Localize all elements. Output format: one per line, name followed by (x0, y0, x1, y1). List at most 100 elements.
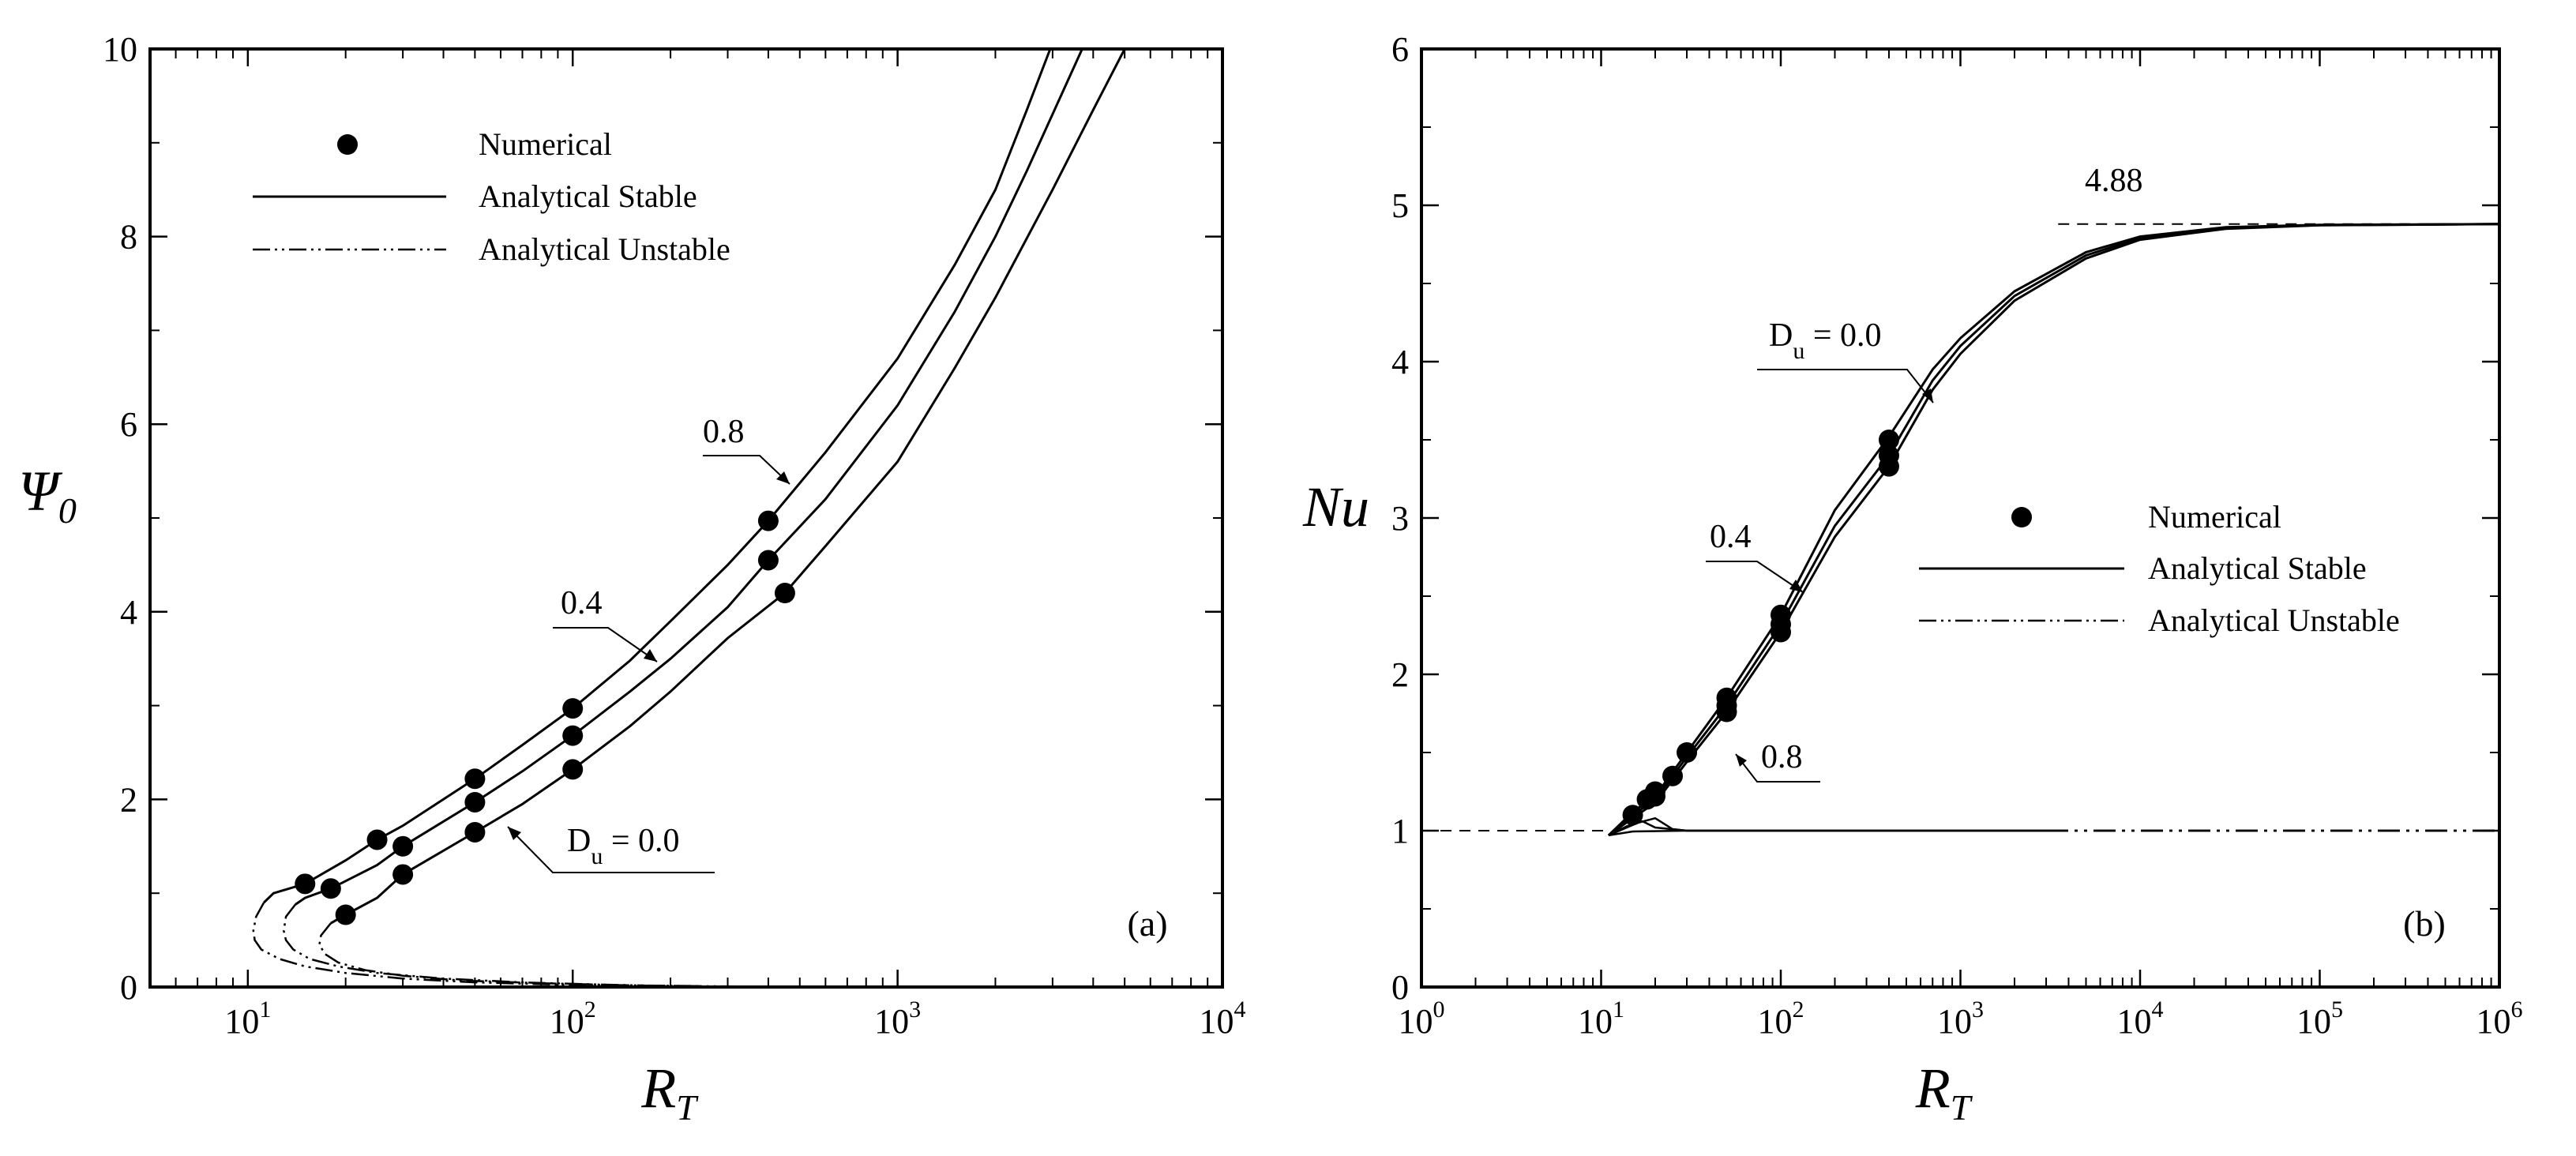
legend-label-numerical: Numerical (2148, 499, 2281, 535)
arrow-du-08 (776, 471, 790, 484)
leader-du-04 (1706, 561, 1804, 593)
plot-area (1421, 223, 2499, 837)
plot-area (252, 49, 1126, 987)
numerical-point (1771, 621, 1791, 643)
x-axis-label: RT (640, 1057, 699, 1128)
numerical-point (392, 835, 414, 857)
arrow-du-04 (1789, 580, 1803, 592)
numerical-point (335, 904, 356, 925)
x-tick-base: 10 (1200, 1002, 1234, 1041)
numerical-point (1878, 456, 1899, 477)
y-tick-label: 5 (1391, 186, 1409, 225)
numerical-point (464, 821, 486, 843)
x-tick-exp: 4 (2152, 996, 2164, 1023)
stable-tail-line (1608, 816, 2046, 837)
legend-marker-numerical (337, 134, 358, 155)
numerical-point (295, 873, 316, 895)
y-tick-label: 6 (120, 405, 137, 444)
x-tick-exp: 4 (1234, 996, 1246, 1023)
arrow-du-00 (1922, 388, 1933, 403)
x-tick-exp: 3 (909, 996, 921, 1023)
y-axis-label: Ψ0 (18, 460, 77, 531)
numerical-point (392, 864, 414, 885)
y-tick-label: 2 (1391, 655, 1409, 694)
numerical-point (1644, 781, 1665, 802)
x-tick-base: 10 (224, 1002, 259, 1041)
panel-a-chart: 101 102 103 1040246810RTΨ0(a)NumericalAnaly… (18, 30, 1245, 1128)
legend-label-stable: Analytical Stable (2148, 550, 2367, 586)
x-tick-exp: 2 (584, 996, 596, 1023)
x-axis-label-main: R (640, 1057, 676, 1120)
annotation-du-00-main: D (1769, 317, 1793, 354)
annotation-du-08: 0.8 (703, 414, 745, 450)
plot-frame (148, 47, 1224, 989)
unstable-line-Du=0.4 (283, 903, 702, 987)
stable-line-Du=0.0 (330, 49, 1126, 925)
numerical-point (562, 725, 584, 746)
y-axis-label-sub: 0 (58, 490, 77, 531)
x-tick-base: 10 (2117, 1002, 2152, 1041)
arrow-du-04 (644, 649, 657, 662)
unstable-line-Du=0.8 (252, 902, 656, 987)
numerical-point (1662, 765, 1684, 786)
x-tick-label: 102 (550, 996, 596, 1041)
x-tick-exp: 1 (1613, 996, 1624, 1023)
numerical-point (757, 510, 779, 531)
x-axis-label: RT (1915, 1057, 1973, 1128)
y-tick-label: 2 (120, 780, 137, 819)
x-tick-exp: 6 (2511, 996, 2523, 1023)
numerical-point (464, 791, 486, 813)
x-tick-base: 10 (1758, 1002, 1793, 1041)
x-tick-base: 10 (2296, 1002, 2331, 1041)
x-tick-base: 10 (550, 1002, 584, 1041)
panel-label: (a) (1127, 903, 1167, 944)
y-tick-label: 3 (1391, 499, 1409, 538)
x-axis-label-sub: T (1951, 1087, 1973, 1128)
x-tick-exp: 2 (1793, 996, 1804, 1023)
x-tick-base: 10 (874, 1002, 909, 1041)
x-tick-base: 10 (2476, 1002, 2511, 1041)
x-tick-base: 10 (1399, 1002, 1433, 1041)
annotation-du-04: 0.4 (1710, 519, 1752, 555)
legend-label-stable: Analytical Stable (479, 178, 697, 214)
legend-b: Numerical Analytical Stable Analytical Uns… (1919, 499, 2400, 638)
unstable-line-Du=0.0 (318, 922, 750, 987)
x-tick-label: 104 (1200, 996, 1246, 1041)
x-tick-label: 105 (2296, 996, 2343, 1041)
annotation-du-00-rest: = 0.0 (603, 823, 679, 859)
y-axis-label-main: Ψ (18, 460, 63, 523)
x-tick-exp: 1 (259, 996, 271, 1023)
legend-label-numerical: Numerical (479, 126, 612, 162)
y-tick-label: 0 (1391, 968, 1409, 1007)
annotation-du-00-sub: u (591, 843, 603, 869)
x-tick-base: 10 (1578, 1002, 1613, 1041)
annotation-du-00-sub: u (1793, 338, 1804, 364)
y-tick-label: 1 (1391, 812, 1409, 850)
legend-label-unstable: Analytical Unstable (2148, 602, 2400, 638)
x-tick-exp: 0 (1433, 996, 1445, 1023)
stable-line-Du=0.8 (263, 49, 1052, 904)
x-tick-label: 103 (874, 996, 921, 1041)
plot-frame (1420, 47, 2501, 989)
x-tick-label: 106 (2476, 996, 2523, 1041)
numerical-point (562, 759, 584, 780)
annotation-du-00: Du = 0.0 (567, 823, 680, 869)
legend-label-unstable: Analytical Unstable (479, 231, 730, 267)
numerical-point (562, 698, 584, 719)
x-tick-label: 101 (1578, 996, 1624, 1041)
y-tick-label: 10 (103, 30, 137, 69)
x-tick-exp: 5 (2331, 996, 2343, 1023)
y-axis-label: Nu (1302, 475, 1369, 539)
annotation-du-04: 0.4 (561, 585, 603, 621)
x-tick-label: 100 (1399, 996, 1445, 1041)
y-tick-label: 8 (120, 218, 137, 257)
numerical-point (757, 550, 779, 571)
leader-du-00 (507, 826, 715, 873)
y-tick-label: 4 (1391, 343, 1409, 381)
numerical-point (1716, 701, 1737, 722)
annotation-du-00: Du = 0.0 (1769, 317, 1882, 364)
panel-b-chart: 100 101 102 103 104 105 1060123456RTNu(b)Numer… (1302, 30, 2523, 1128)
panel-label: (b) (2403, 903, 2446, 944)
leader-du-08 (703, 455, 790, 485)
